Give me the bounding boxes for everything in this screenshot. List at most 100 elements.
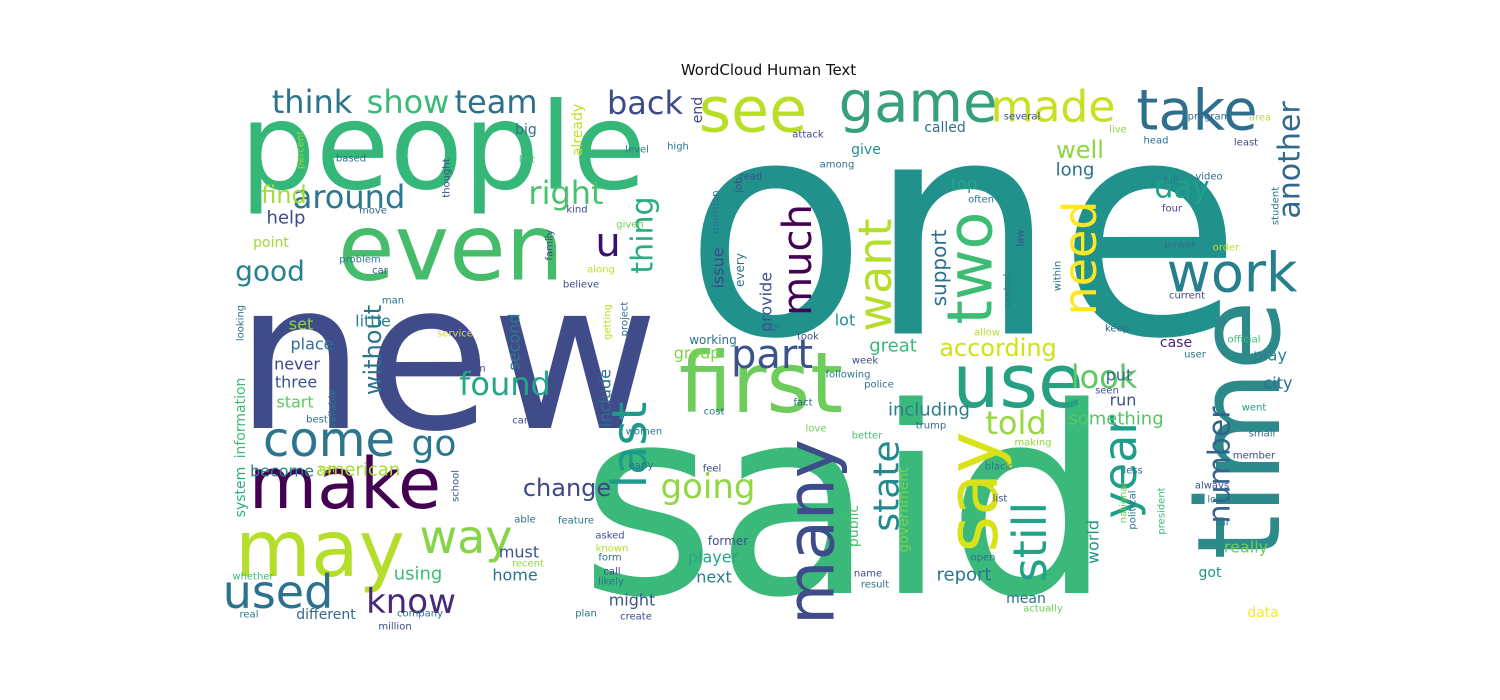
word-already: already xyxy=(570,104,586,156)
word-take: take xyxy=(1136,79,1257,144)
word-early: early xyxy=(628,461,653,472)
word-family: family xyxy=(545,229,556,260)
word-want: want xyxy=(848,218,902,331)
word-working: working xyxy=(689,333,737,347)
word-data: data xyxy=(1247,605,1279,621)
word-video: video xyxy=(1195,172,1222,183)
word-women: women xyxy=(626,427,663,438)
word-top: top xyxy=(951,175,977,194)
word-user: user xyxy=(1184,350,1207,361)
word-used: used xyxy=(223,565,334,619)
word-far: far xyxy=(1216,518,1231,529)
word-power: power xyxy=(1165,240,1197,251)
word-along: along xyxy=(587,265,615,276)
word-include: include xyxy=(596,369,615,427)
word-right: right xyxy=(528,174,603,212)
word-control: control xyxy=(1003,274,1014,309)
word-give: give xyxy=(851,142,881,158)
word-found: found xyxy=(459,365,551,403)
word-percent: percent xyxy=(296,131,307,169)
word-never: never xyxy=(274,355,320,374)
word-going: going xyxy=(661,467,756,507)
word-see: see xyxy=(699,74,808,147)
word-information: information xyxy=(233,378,249,459)
word-set: set xyxy=(289,315,313,334)
word-different: different xyxy=(296,607,356,623)
word-small: small xyxy=(1249,429,1276,440)
word-case: case xyxy=(1160,335,1192,351)
word-start: start xyxy=(276,393,313,412)
word-still: still xyxy=(1003,502,1057,582)
word-man: man xyxy=(382,296,404,307)
word-around: around xyxy=(293,178,406,216)
word-player: player xyxy=(688,548,739,567)
word-number: number xyxy=(1203,406,1238,524)
word-part: part xyxy=(731,332,813,378)
word-seen: seen xyxy=(1095,386,1119,397)
word-tell: tell xyxy=(319,465,335,476)
word-seem: seem xyxy=(458,364,485,375)
word-world: world xyxy=(1084,520,1103,564)
word-u: u xyxy=(595,220,620,266)
word-create: create xyxy=(620,612,652,623)
word-need: need xyxy=(1053,201,1107,316)
word-mean: mean xyxy=(1006,591,1046,607)
word-project: project xyxy=(620,302,631,337)
word-left: left xyxy=(519,155,535,166)
word-question: question xyxy=(711,190,722,233)
word-level: level xyxy=(625,145,649,156)
word-political: political xyxy=(1128,490,1139,529)
word-provide: provide xyxy=(757,272,776,332)
word-day: day xyxy=(1154,171,1209,206)
word-whether: whether xyxy=(232,572,274,583)
word-put: put xyxy=(1106,366,1133,385)
word-state: state xyxy=(867,440,908,531)
word-keep: keep xyxy=(1105,324,1129,335)
word-real: real xyxy=(240,610,259,621)
word-feature: feature xyxy=(558,516,594,527)
word-time: time xyxy=(1173,300,1307,560)
word-life: life xyxy=(764,322,779,333)
word-making: making xyxy=(1014,438,1051,449)
word-got: got xyxy=(1199,565,1222,581)
word-team: team xyxy=(454,83,537,121)
word-show: show xyxy=(367,83,450,121)
word-come: come xyxy=(263,412,395,468)
word-report: report xyxy=(937,565,992,586)
word-even: even xyxy=(338,195,564,302)
word-service: service xyxy=(437,329,473,340)
word-made: made xyxy=(991,82,1116,133)
word-much: much xyxy=(775,204,821,316)
word-back: back xyxy=(607,84,684,122)
word-several: several xyxy=(1004,112,1040,123)
word-cost: cost xyxy=(704,407,725,418)
word-problem: problem xyxy=(339,255,380,266)
word-president: president xyxy=(1157,487,1168,534)
word-area: area xyxy=(1249,113,1271,124)
word-three: three xyxy=(275,373,317,392)
word-black: black xyxy=(985,462,1012,473)
word-little: little xyxy=(355,312,391,331)
word-read: read xyxy=(740,172,763,183)
word-game: game xyxy=(839,71,998,136)
word-often: often xyxy=(968,195,994,206)
word-car: car xyxy=(372,266,389,277)
word-know: know xyxy=(366,582,456,622)
word-run: run xyxy=(1110,391,1137,410)
word-high: high xyxy=(667,142,689,153)
word-best: best xyxy=(306,415,328,426)
word-last: last xyxy=(602,402,658,489)
word-love: love xyxy=(806,424,827,435)
word-play: play xyxy=(1253,346,1287,365)
word-something: something xyxy=(1068,409,1163,430)
word-given: given xyxy=(616,220,644,231)
word-program: program xyxy=(1188,112,1231,123)
word-kind: kind xyxy=(566,205,587,216)
word-full: full xyxy=(1163,176,1178,187)
word-week: week xyxy=(852,356,878,367)
word-well: well xyxy=(1056,136,1104,164)
word-believe: believe xyxy=(563,280,599,291)
word-always: always xyxy=(1195,481,1229,492)
word-within: within xyxy=(1053,261,1064,291)
